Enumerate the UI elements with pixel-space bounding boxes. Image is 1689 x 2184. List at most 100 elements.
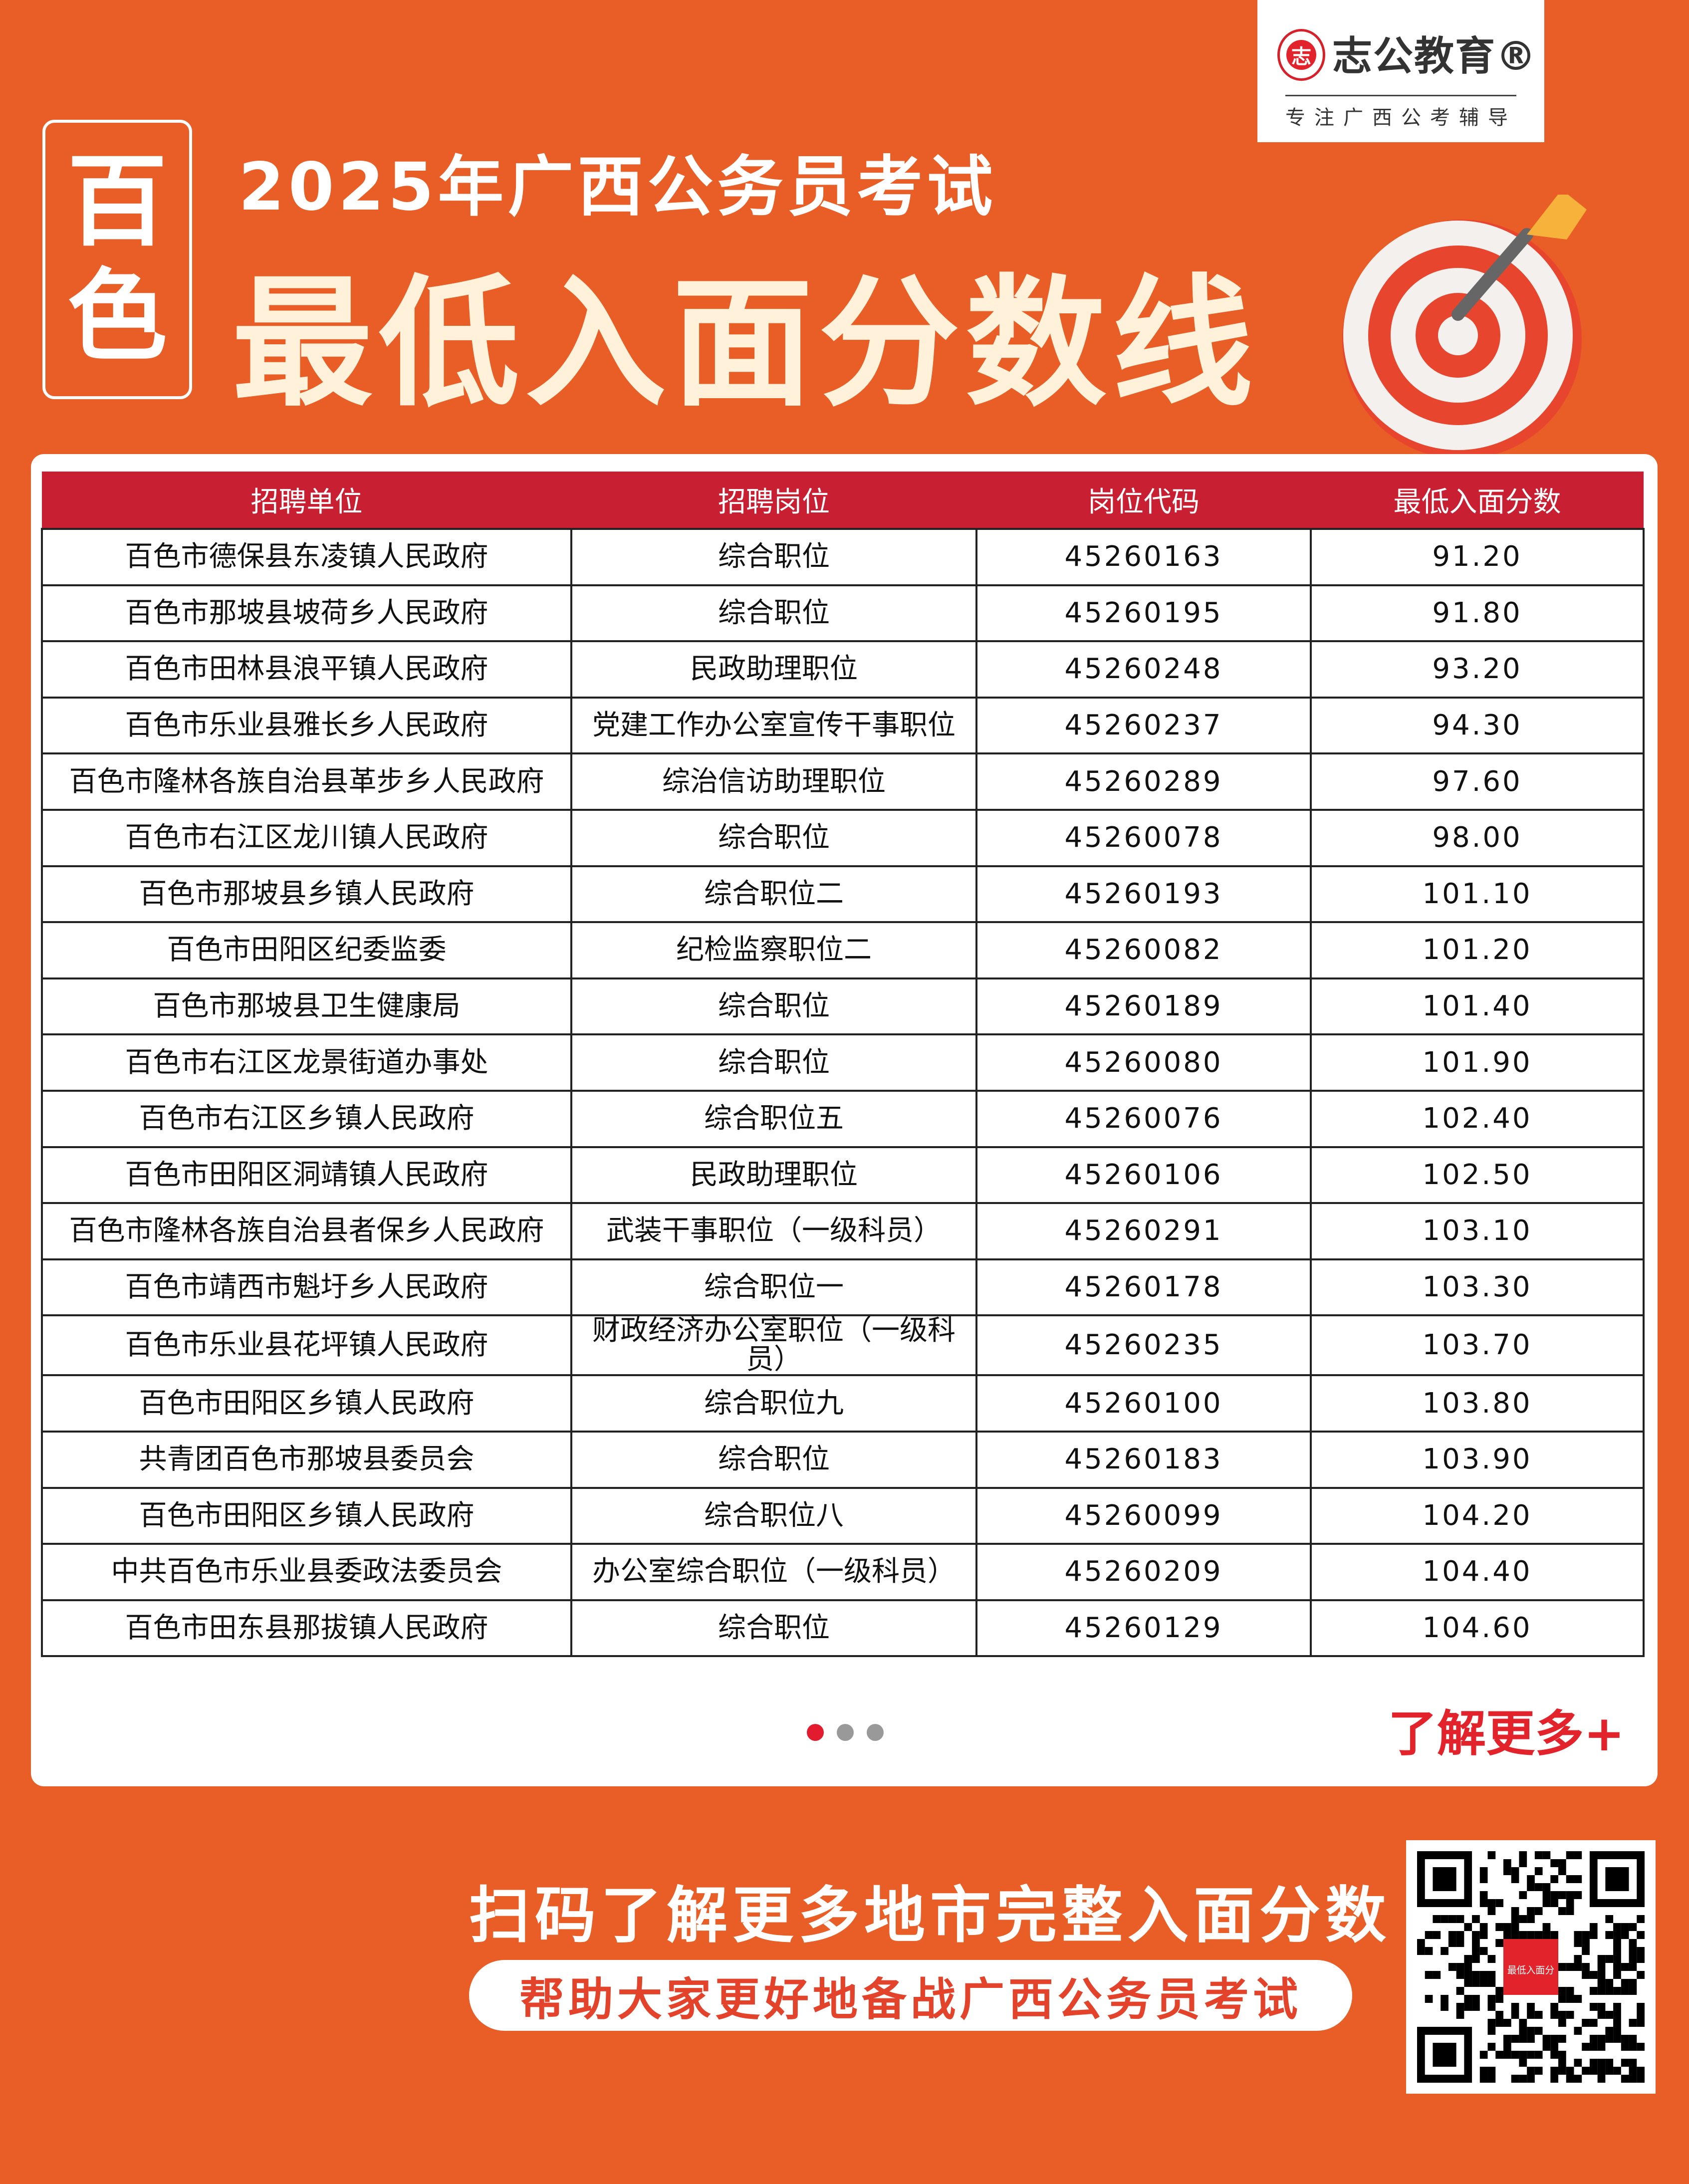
score-cell: 91.20 [1310,528,1645,586]
unit-cell: 百色市田阳区乡镇人民政府 [41,1486,572,1545]
bottom-headline: 扫码了解更多地市完整入面分数 [469,1880,1391,1951]
table-row: 百色市那坡县坡荷乡人民政府 综合职位 45260195 91.80 [41,584,1645,643]
table-row: 百色市隆林各族自治县者保乡人民政府 武装干事职位（一级科员） 45260291 103… [41,1202,1645,1260]
unit-cell: 百色市那坡县坡荷乡人民政府 [41,584,572,643]
unit-cell: 百色市乐业县花坪镇人民政府 [41,1314,572,1377]
table-row: 百色市乐业县雅长乡人民政府 党建工作办公室宣传干事职位 45260237 94.30 [41,696,1645,755]
table-row: 百色市右江区乡镇人民政府 综合职位五 45260076 102.40 [41,1089,1645,1148]
position-cell: 办公室综合职位（一级科员） [570,1543,977,1601]
unit-cell: 百色市右江区乡镇人民政府 [41,1089,572,1148]
table-row: 百色市乐业县花坪镇人民政府 财政经济办公室职位（一级科员） 45260235 103.… [41,1314,1645,1377]
brand-name: 志公教育® [1332,33,1537,79]
position-cell: 综合职位 [570,528,977,586]
position-cell: 党建工作办公室宣传干事职位 [570,696,977,755]
position-cell: 综合职位二 [570,865,977,924]
table-row: 百色市隆林各族自治县革步乡人民政府 综治信访助理职位 45260289 97.60 [41,752,1645,811]
table-row: 百色市田阳区乡镇人民政府 综合职位八 45260099 104.20 [41,1486,1645,1545]
code-cell: 45260163 [975,528,1312,586]
table-row: 共青团百色市那坡县委员会 综合职位 45260183 103.90 [41,1430,1645,1489]
score-cell: 98.00 [1310,808,1645,867]
unit-cell: 共青团百色市那坡县委员会 [41,1430,572,1489]
code-cell: 45260178 [975,1258,1312,1317]
pagination-dots [807,1724,884,1741]
code-cell: 45260078 [975,808,1312,867]
code-cell: 45260080 [975,1033,1312,1092]
score-cell: 104.40 [1310,1543,1645,1601]
code-cell: 45260195 [975,584,1312,643]
column-header: 最低入面分数 [1311,472,1644,529]
score-cell: 94.30 [1310,696,1645,755]
position-cell: 综合职位 [570,1033,977,1092]
code-cell: 45260189 [975,977,1312,1036]
table-row: 百色市靖西市魁圩乡人民政府 综合职位一 45260178 103.30 [41,1258,1645,1317]
table-row: 百色市右江区龙川镇人民政府 综合职位 45260078 98.00 [41,808,1645,867]
qr-center-label: 最低入面分 [1507,1965,1554,1976]
position-cell: 武装干事职位（一级科员） [570,1202,977,1260]
score-cell: 104.60 [1310,1599,1645,1658]
score-cell: 93.20 [1310,640,1645,699]
code-cell: 45260076 [975,1089,1312,1148]
score-cell: 101.90 [1310,1033,1645,1092]
position-cell: 综合职位 [570,1430,977,1489]
position-cell: 民政助理职位 [570,640,977,699]
code-cell: 45260183 [975,1430,1312,1489]
unit-cell: 百色市隆林各族自治县革步乡人民政府 [41,752,572,811]
brand-slogan: 专注广西公考辅导 [1285,106,1517,129]
table-row: 百色市那坡县卫生健康局 综合职位 45260189 101.40 [41,977,1645,1036]
learn-more-link[interactable]: 了解更多+ [1388,1705,1625,1762]
position-cell: 纪检监察职位二 [570,921,977,979]
position-cell: 综合职位八 [570,1486,977,1545]
score-cell: 103.70 [1310,1314,1645,1377]
position-cell: 综合职位九 [570,1374,977,1433]
unit-cell: 百色市隆林各族自治县者保乡人民政府 [41,1202,572,1260]
table-row: 百色市田阳区洞靖镇人民政府 民政助理职位 45260106 102.50 [41,1146,1645,1205]
page-title: 最低入面分数线 [232,261,1259,426]
position-cell: 综合职位 [570,1599,977,1658]
unit-cell: 百色市乐业县雅长乡人民政府 [41,696,572,755]
position-cell: 财政经济办公室职位（一级科员） [570,1314,977,1377]
score-cell: 91.80 [1310,584,1645,643]
code-cell: 45260209 [975,1543,1312,1601]
page-dot[interactable] [837,1724,854,1741]
code-cell: 45260099 [975,1486,1312,1545]
divider [1285,95,1516,96]
page-dot[interactable] [867,1724,884,1741]
qr-code[interactable]: 最低入面分 [1406,1840,1656,2094]
unit-cell: 百色市右江区龙川镇人民政府 [41,808,572,867]
position-cell: 综合职位 [570,808,977,867]
column-header: 岗位代码 [976,472,1311,529]
score-cell: 103.80 [1310,1374,1645,1433]
city-badge: 百色 [42,120,192,399]
code-cell: 45260237 [975,696,1312,755]
seal-icon: 志 [1277,29,1325,81]
table-row: 百色市田东县那拔镇人民政府 综合职位 45260129 104.60 [41,1599,1645,1658]
score-cell: 103.30 [1310,1258,1645,1317]
position-cell: 综合职位一 [570,1258,977,1317]
table-row: 百色市德保县东凌镇人民政府 综合职位 45260163 91.20 [41,528,1645,586]
score-cell: 101.20 [1310,921,1645,979]
target-dart-icon [1342,195,1587,459]
code-cell: 45260082 [975,921,1312,979]
score-cell: 101.40 [1310,977,1645,1036]
unit-cell: 百色市靖西市魁圩乡人民政府 [41,1258,572,1317]
code-cell: 45260291 [975,1202,1312,1260]
score-card: 招聘单位 招聘岗位 岗位代码 最低入面分数 百色市德保县东凌镇人民政府 综合职位 4526… [31,454,1658,1786]
code-cell: 45260129 [975,1599,1312,1658]
position-cell: 综治信访助理职位 [570,752,977,811]
unit-cell: 百色市田林县浪平镇人民政府 [41,640,572,699]
table-row: 百色市右江区龙景街道办事处 综合职位 45260080 101.90 [41,1033,1645,1092]
table-row: 百色市田阳区乡镇人民政府 综合职位九 45260100 103.80 [41,1374,1645,1433]
table-row: 中共百色市乐业县委政法委员会 办公室综合职位（一级科员） 45260209 104.4… [41,1543,1645,1601]
score-cell: 102.40 [1310,1089,1645,1148]
score-cell: 104.20 [1310,1486,1645,1545]
code-cell: 45260248 [975,640,1312,699]
unit-cell: 百色市田阳区洞靖镇人民政府 [41,1146,572,1205]
unit-cell: 百色市那坡县乡镇人民政府 [41,865,572,924]
page-dot[interactable] [807,1724,824,1741]
score-cell: 102.50 [1310,1146,1645,1205]
unit-cell: 百色市那坡县卫生健康局 [41,977,572,1036]
code-cell: 45260289 [975,752,1312,811]
code-cell: 45260100 [975,1374,1312,1433]
table-row: 百色市田林县浪平镇人民政府 民政助理职位 45260248 93.20 [41,640,1645,699]
code-cell: 45260193 [975,865,1312,924]
